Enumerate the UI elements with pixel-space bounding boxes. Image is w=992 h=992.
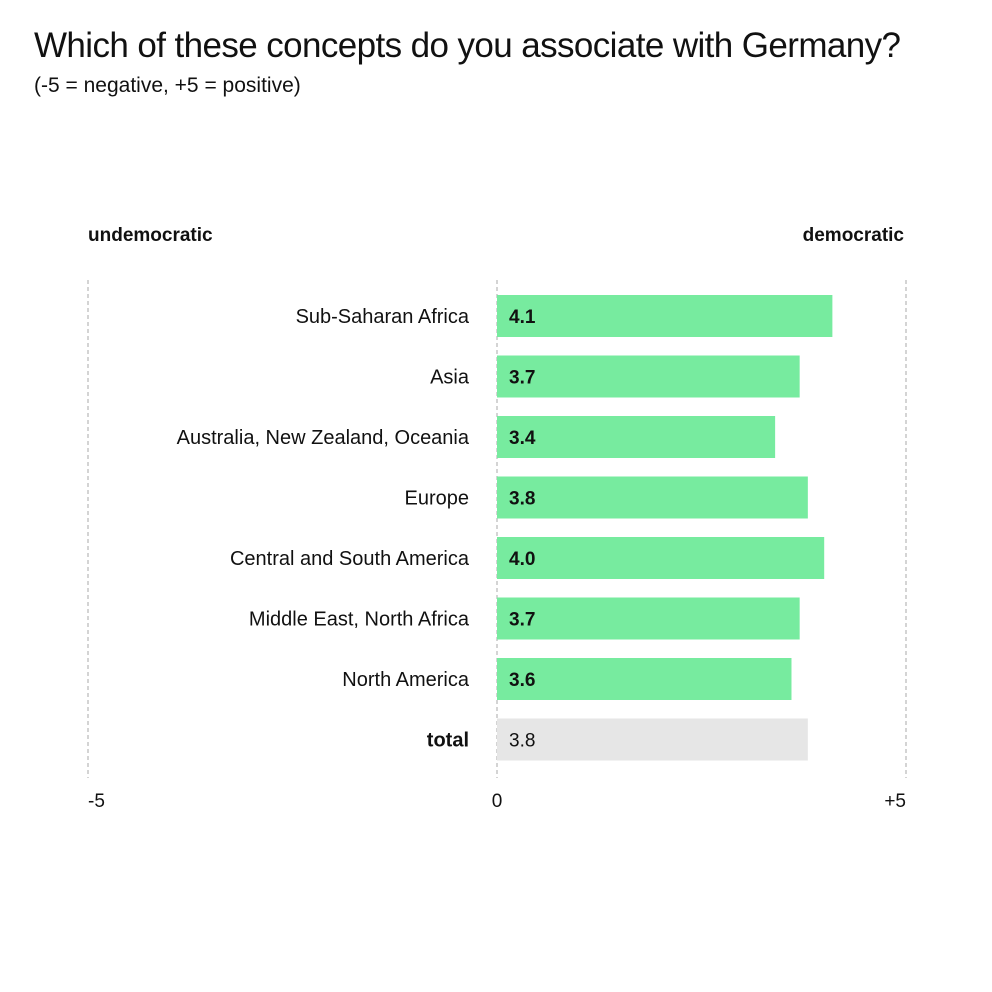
x-tick-label: 0 bbox=[492, 791, 503, 812]
value-label: 4.1 bbox=[509, 307, 536, 328]
chart-subtitle: (-5 = negative, +5 = positive) bbox=[34, 74, 301, 97]
value-label: 3.6 bbox=[509, 670, 535, 691]
chart-title: Which of these concepts do you associate… bbox=[34, 26, 901, 65]
category-label: Sub-Saharan Africa bbox=[296, 306, 470, 328]
bar bbox=[497, 537, 825, 579]
left-pole-label: undemocratic bbox=[88, 225, 213, 246]
category-label: Middle East, North Africa bbox=[249, 609, 470, 631]
x-tick-label: -5 bbox=[88, 791, 105, 812]
value-label: 3.8 bbox=[509, 489, 535, 510]
value-label: 3.7 bbox=[509, 368, 535, 389]
x-tick-label: +5 bbox=[884, 791, 906, 812]
right-pole-label: democratic bbox=[802, 225, 904, 246]
bar bbox=[497, 295, 833, 337]
category-label: Central and South America bbox=[230, 548, 470, 570]
category-label: Asia bbox=[430, 367, 470, 389]
category-label: North America bbox=[342, 669, 470, 691]
bar bbox=[497, 416, 776, 458]
bar bbox=[497, 658, 792, 700]
category-label: Europe bbox=[405, 488, 470, 510]
value-label: 3.7 bbox=[509, 610, 535, 631]
bar bbox=[497, 355, 800, 398]
value-label: 4.0 bbox=[509, 549, 535, 570]
value-label: 3.8 bbox=[509, 731, 535, 752]
total-bar bbox=[497, 718, 808, 761]
bar bbox=[497, 476, 808, 519]
value-label: 3.4 bbox=[509, 428, 536, 449]
category-label: Australia, New Zealand, Oceania bbox=[177, 427, 470, 449]
category-label: total bbox=[427, 730, 469, 752]
bar bbox=[497, 597, 800, 640]
